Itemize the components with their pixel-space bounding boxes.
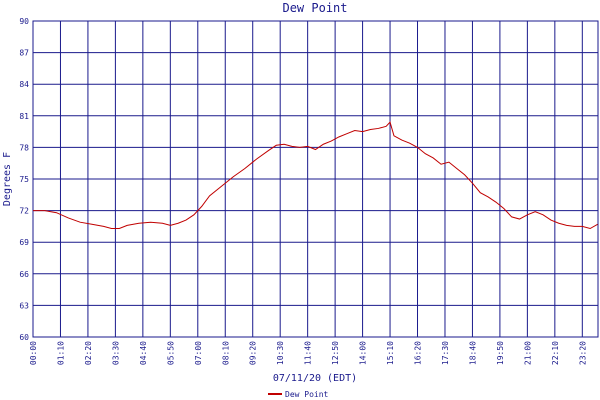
- dew-point-series-line: [33, 121, 598, 230]
- x-tick-labels: 00:00 01:10 02:20 03:30 04:40 05:50 07:00 08:10…: [29, 341, 587, 365]
- y-tick-label: 78: [19, 143, 29, 152]
- y-tick-label: 81: [19, 112, 29, 121]
- x-tick-label: 11:40: [304, 341, 313, 365]
- y-tick-label: 63: [19, 301, 29, 310]
- x-tick-label: 08:10: [221, 341, 230, 365]
- x-axis-label: 07/11/20 (EDT): [273, 373, 357, 384]
- x-tick-label: 03:30: [111, 341, 120, 365]
- x-tick-label: 17:30: [441, 341, 450, 365]
- x-tick-label: 07:00: [194, 341, 203, 365]
- y-tick-labels: 60 63 66 69 72 75 78 81 84 87 90: [19, 17, 29, 342]
- x-tick-label: 16:20: [414, 341, 423, 365]
- y-axis-label: Degrees F: [2, 152, 13, 206]
- y-tick-label: 75: [19, 175, 29, 184]
- y-tick-label: 84: [19, 80, 29, 89]
- x-tick-label: 23:20: [578, 341, 587, 365]
- x-tick-label: 01:10: [56, 341, 65, 365]
- x-tick-label: 21:00: [523, 341, 532, 365]
- y-tick-label: 72: [19, 207, 29, 216]
- x-tick-label: 10:30: [276, 341, 285, 365]
- x-tick-label: 14:00: [359, 341, 368, 365]
- chart-title: Dew Point: [282, 1, 347, 15]
- x-tick-label: 04:40: [139, 341, 148, 365]
- x-tick-label: 19:50: [496, 341, 505, 365]
- x-tick-label: 09:20: [249, 341, 258, 365]
- x-tick-label: 00:00: [29, 341, 38, 365]
- x-tick-label: 05:50: [166, 341, 175, 365]
- legend-label: Dew Point: [285, 390, 329, 399]
- legend: Dew Point: [268, 390, 329, 399]
- y-tick-label: 87: [19, 49, 29, 58]
- y-tick-label: 90: [19, 17, 29, 26]
- y-tick-label: 69: [19, 238, 29, 247]
- x-tick-label: 22:10: [551, 341, 560, 365]
- x-tick-label: 15:10: [386, 341, 395, 365]
- grid-lines: [32, 20, 598, 338]
- x-tick-label: 18:40: [468, 341, 477, 365]
- x-tick-label: 12:50: [331, 341, 340, 365]
- y-tick-label: 66: [19, 270, 29, 279]
- x-tick-label: 02:20: [84, 341, 93, 365]
- y-tick-label: 60: [19, 333, 29, 342]
